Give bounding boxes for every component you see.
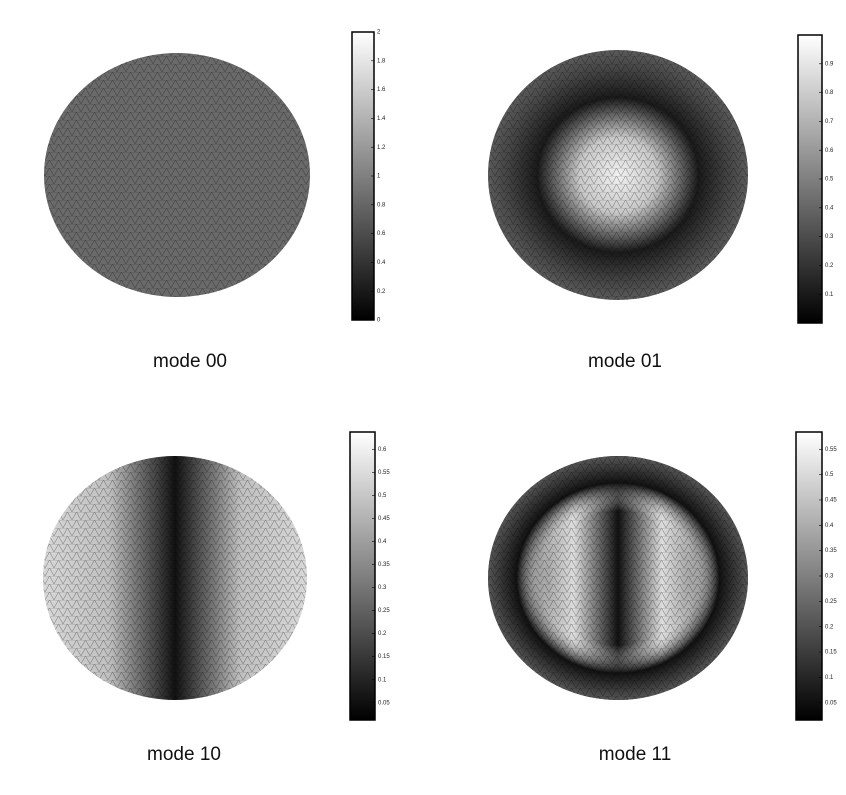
colorbar-tick-label: 0.5 xyxy=(825,177,834,183)
mesh xyxy=(488,456,748,700)
colorbar-tick-label: 0.8 xyxy=(377,202,386,208)
colorbar-tick-label: 0.6 xyxy=(825,148,834,154)
colorbar-tick-label: 0.55 xyxy=(378,470,390,476)
colorbar xyxy=(795,431,823,721)
colorbar-tick-label: 0.05 xyxy=(825,700,837,706)
colorbar-tick-label: 0.25 xyxy=(378,608,390,614)
panel-label: mode 11 xyxy=(599,744,672,765)
colorbar-tick-label: 0.5 xyxy=(825,472,834,478)
colorbar-tick-label: 0.1 xyxy=(825,675,834,681)
colorbar-tick-label: 1.4 xyxy=(377,116,386,122)
colorbar-tick-label: 0.2 xyxy=(377,289,386,295)
colorbar-tick-label: 0.3 xyxy=(825,234,834,240)
colorbar-tick-label: 0.9 xyxy=(825,61,834,67)
colorbar-tick-label: 0.4 xyxy=(825,523,834,529)
colorbar-tick-label: 0.4 xyxy=(378,539,387,545)
colorbar-tick-label: 0.6 xyxy=(377,231,386,237)
colorbar-tick-label: 1 xyxy=(377,174,381,180)
colorbar-tick-label: 0.5 xyxy=(378,493,387,499)
colorbar-tick-label: 0.35 xyxy=(378,562,390,568)
mesh xyxy=(488,50,748,300)
colorbar xyxy=(351,31,375,321)
colorbar-tick-label: 0.2 xyxy=(825,263,834,269)
colorbar-tick-label: 0.15 xyxy=(825,650,837,656)
colorbar-tick-label: 0.2 xyxy=(378,631,387,637)
colorbar-tick-label: 2 xyxy=(377,30,381,36)
colorbar-tick-label: 1.2 xyxy=(377,145,386,151)
colorbar xyxy=(349,431,376,721)
colorbar-tick-label: 0.1 xyxy=(378,677,387,683)
mesh xyxy=(43,456,307,700)
colorbar-tick-label: 1.6 xyxy=(377,87,386,93)
colorbar-tick-label: 1.8 xyxy=(377,58,386,64)
mesh xyxy=(44,53,310,297)
colorbar-tick-label: 0.6 xyxy=(378,447,387,453)
colorbar-tick-label: 0.45 xyxy=(825,498,837,504)
panel-label: mode 10 xyxy=(147,744,221,765)
colorbar-tick-label: 0.4 xyxy=(825,205,834,211)
colorbar-tick-label: 0.2 xyxy=(825,624,834,630)
colorbar-tick-label: 0.35 xyxy=(825,548,837,554)
colorbar-tick-label: 0.1 xyxy=(825,292,834,298)
colorbar-tick-label: 0.55 xyxy=(825,447,837,453)
colorbar xyxy=(797,34,823,324)
panel-label: mode 01 xyxy=(588,351,662,372)
colorbar-tick-label: 0.05 xyxy=(378,700,390,706)
colorbar-tick-label: 0 xyxy=(377,318,381,324)
colorbar-tick-label: 0.3 xyxy=(378,585,387,591)
colorbar-tick-label: 0.4 xyxy=(377,260,386,266)
colorbar-tick-label: 0.3 xyxy=(825,574,834,580)
colorbar-tick-label: 0.7 xyxy=(825,119,834,125)
colorbar-tick-label: 0.45 xyxy=(378,516,390,522)
colorbar-tick-label: 0.8 xyxy=(825,90,834,96)
panel-label: mode 00 xyxy=(153,351,227,372)
colorbar-tick-label: 0.25 xyxy=(825,599,837,605)
colorbar-tick-label: 0.15 xyxy=(378,654,390,660)
